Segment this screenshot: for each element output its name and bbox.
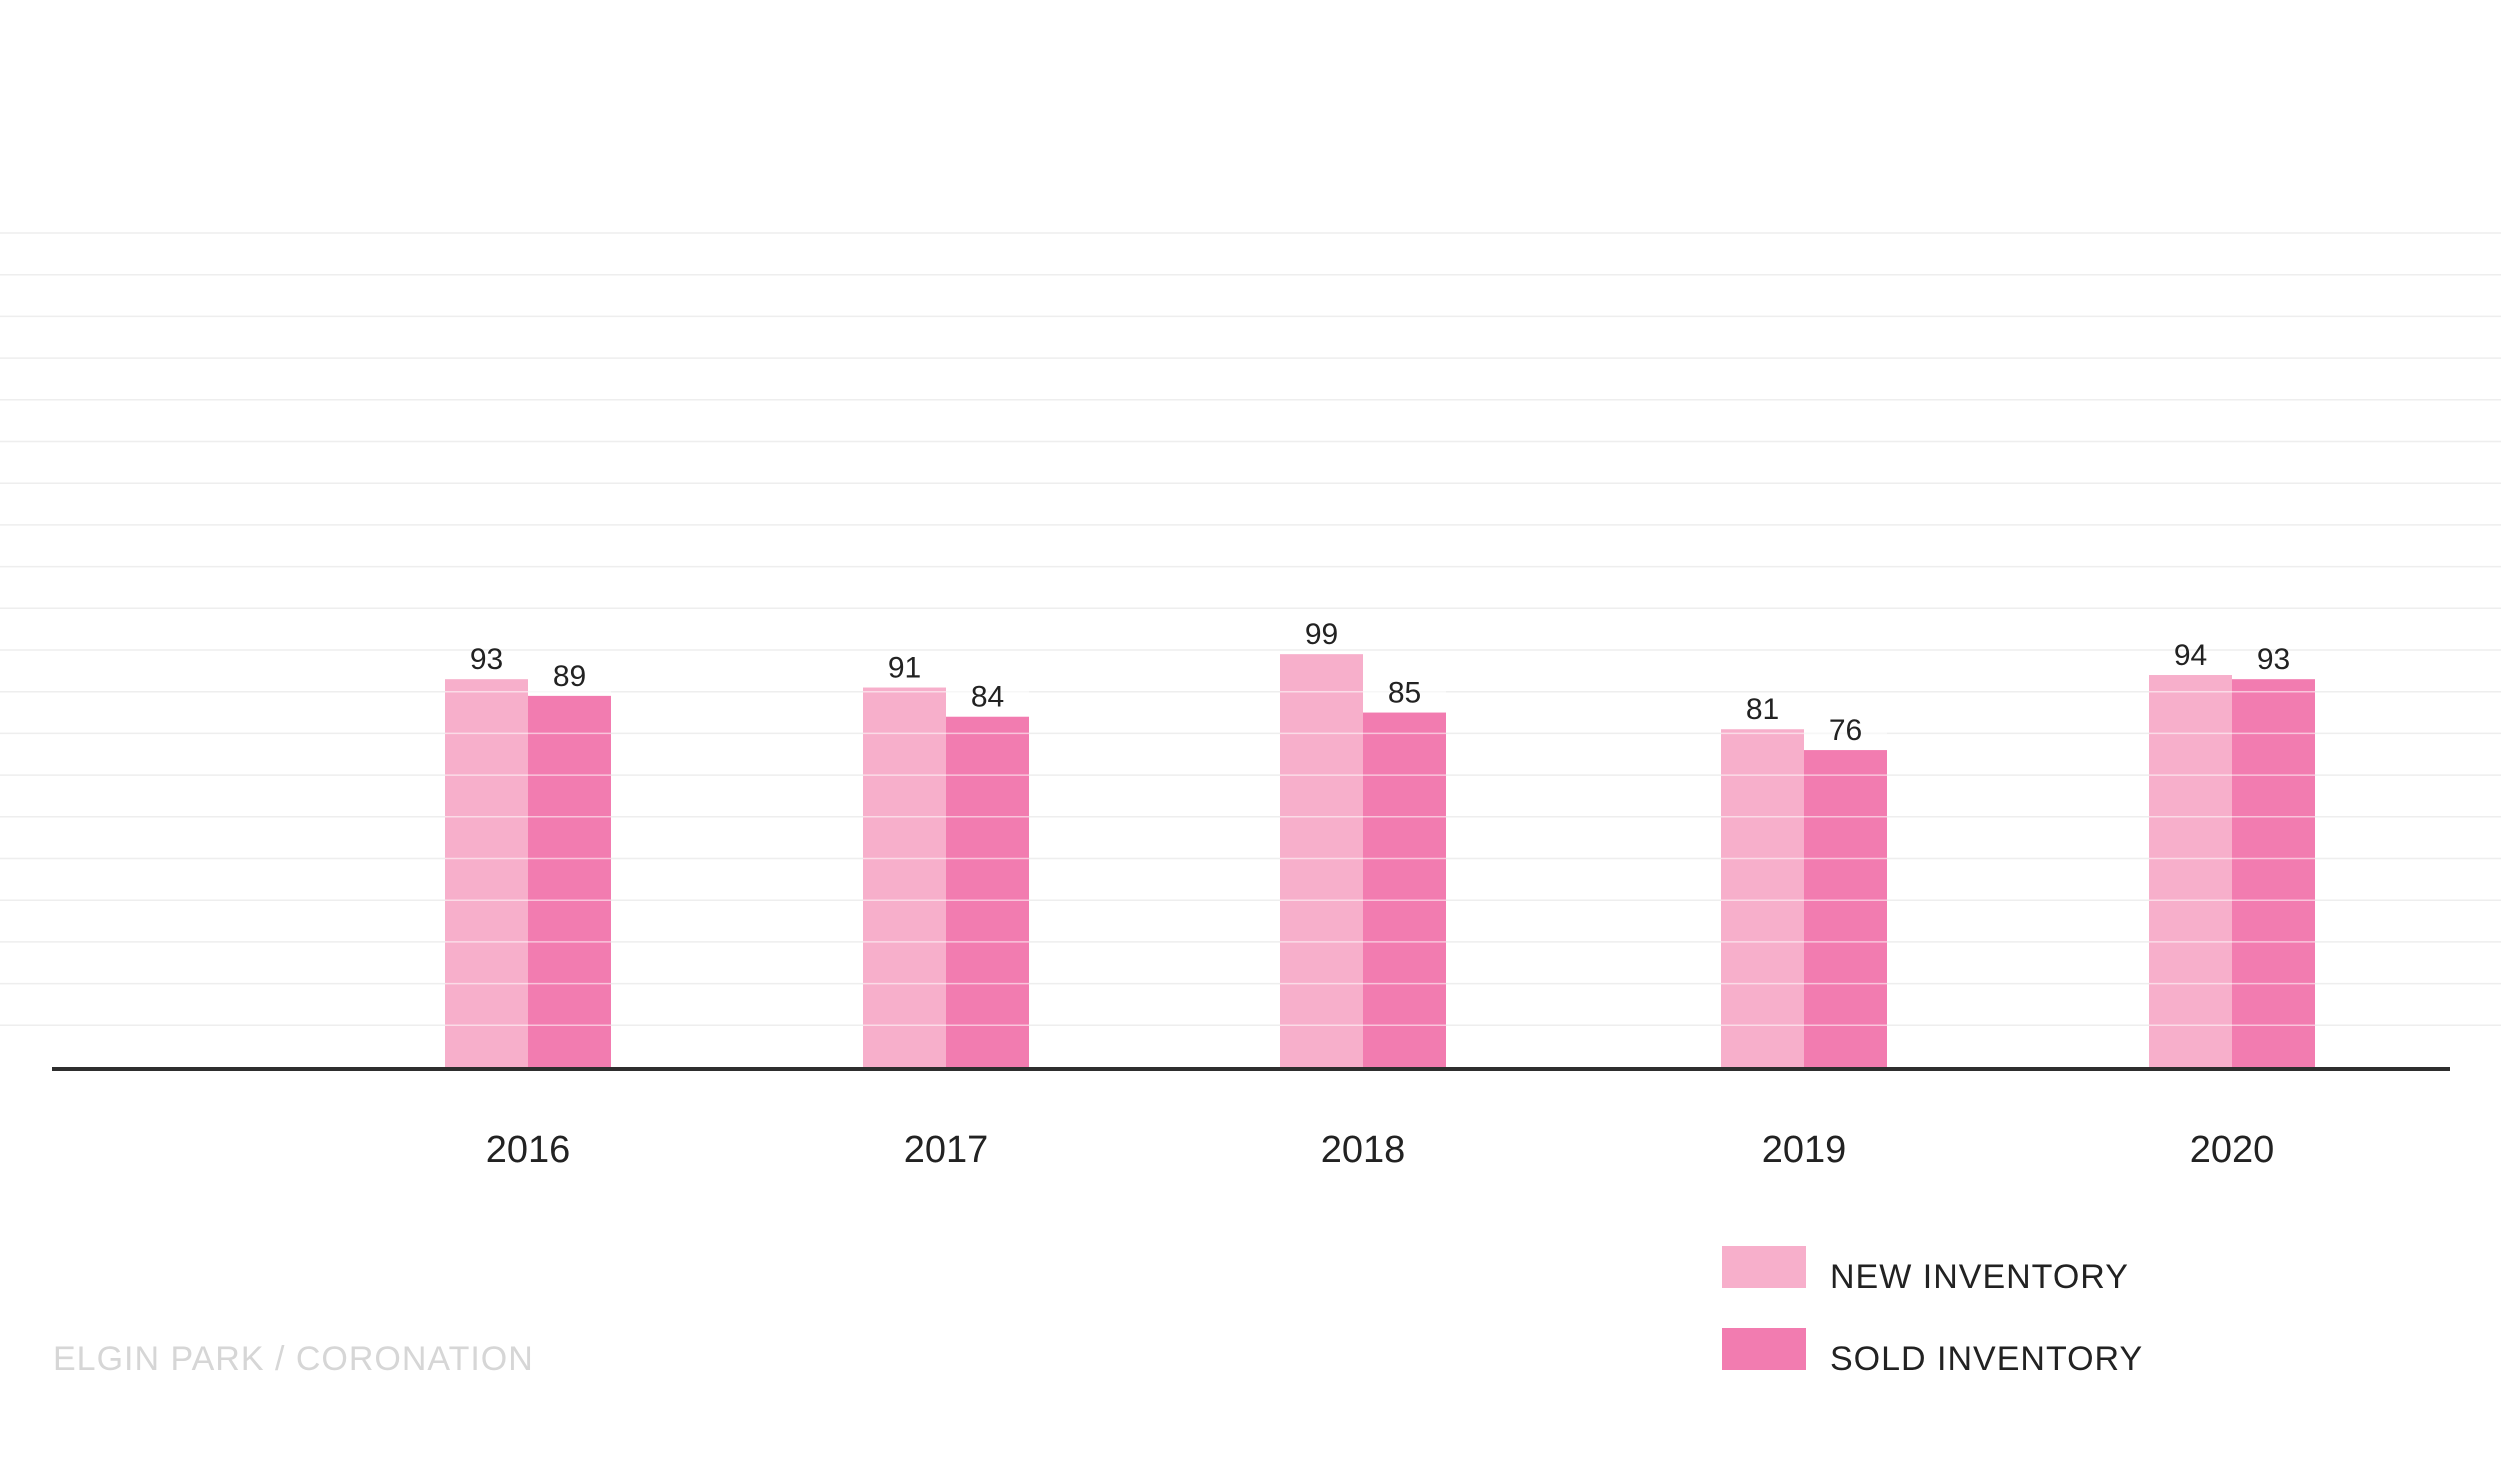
x-tick-labels: 2016 2017 2018 2019 2020 bbox=[486, 1129, 2275, 1171]
bar-new-inventory-2018 bbox=[1280, 654, 1363, 1067]
bars bbox=[445, 654, 2315, 1067]
legend-label-new-inventory: NEW INVENTORY bbox=[1830, 1258, 2129, 1296]
x-tick-label-2019: 2019 bbox=[1762, 1129, 1847, 1171]
legend-swatch-new-inventory bbox=[1722, 1246, 1806, 1288]
bar-sold-inventory-2016 bbox=[528, 695, 611, 1067]
bar-new-inventory-2020 bbox=[2149, 675, 2232, 1067]
legend: NEW INVENTORY SOLD INVENTORY bbox=[1722, 1246, 2143, 1378]
data-label-sold-inventory-2018: 85 bbox=[1388, 677, 1421, 710]
x-tick-label-2020: 2020 bbox=[2190, 1129, 2275, 1171]
x-tick-label-2017: 2017 bbox=[904, 1129, 989, 1171]
data-label-new-inventory-2018: 99 bbox=[1305, 618, 1338, 651]
bar-sold-inventory-2019 bbox=[1804, 750, 1887, 1067]
gridlines bbox=[0, 232, 2501, 1027]
data-label-new-inventory-2020: 94 bbox=[2174, 639, 2207, 672]
legend-swatch-sold-inventory bbox=[1722, 1328, 1806, 1370]
x-tick-label-2016: 2016 bbox=[486, 1129, 571, 1171]
bar-new-inventory-2016 bbox=[445, 679, 528, 1067]
chart-caption: ELGIN PARK / CORONATION bbox=[53, 1340, 534, 1378]
data-label-sold-inventory-2017: 84 bbox=[971, 681, 1004, 714]
data-label-sold-inventory-2020: 93 bbox=[2257, 643, 2290, 676]
data-label-new-inventory-2016: 93 bbox=[470, 643, 503, 676]
x-tick-label-2018: 2018 bbox=[1321, 1129, 1406, 1171]
bar-sold-inventory-2018 bbox=[1363, 712, 1446, 1067]
data-label-sold-inventory-2016: 89 bbox=[553, 660, 586, 693]
bar-sold-inventory-2020 bbox=[2232, 679, 2315, 1067]
data-label-new-inventory-2017: 91 bbox=[888, 652, 921, 685]
data-label-sold-inventory-2019: 76 bbox=[1829, 714, 1862, 747]
data-label-new-inventory-2019: 81 bbox=[1746, 693, 1779, 726]
bar-new-inventory-2017 bbox=[863, 687, 946, 1067]
data-labels: 93 89 91 84 99 85 81 76 94 93 bbox=[470, 618, 2290, 747]
legend-label-sold-inventory: SOLD INVENTORY bbox=[1830, 1340, 2143, 1378]
bar-sold-inventory-2017 bbox=[946, 716, 1029, 1067]
bar-new-inventory-2019 bbox=[1721, 729, 1804, 1067]
